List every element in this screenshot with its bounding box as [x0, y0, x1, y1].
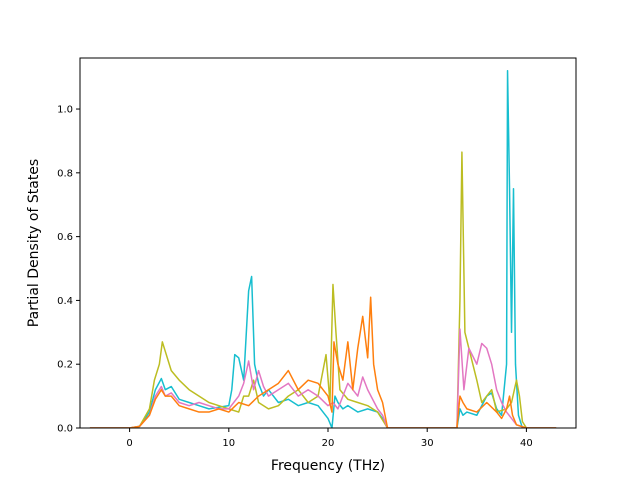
series-line-1 [89, 70, 557, 428]
y-axis: 0.0 0.2 0.4 0.6 0.8 1.0 [57, 105, 80, 435]
x-tick-label: 10 [222, 438, 235, 449]
x-axis: 0 10 20 30 40 [126, 428, 533, 449]
x-tick-label: 30 [421, 438, 434, 449]
y-tick-label: 1.0 [57, 105, 73, 116]
y-tick-label: 0.2 [57, 360, 73, 371]
x-tick-label: 0 [126, 438, 132, 449]
series-layer [89, 70, 557, 428]
x-tick-label: 40 [520, 438, 533, 449]
x-axis-label: Frequency (THz) [271, 458, 385, 474]
y-tick-label: 0.0 [57, 424, 73, 435]
y-tick-label: 0.4 [57, 296, 73, 307]
y-tick-label: 0.8 [57, 168, 73, 179]
series-line-4 [89, 296, 557, 428]
y-tick-label: 0.6 [57, 232, 73, 243]
x-tick-label: 20 [322, 438, 335, 449]
series-line-3 [89, 328, 557, 428]
y-axis-label: Partial Density of States [26, 159, 42, 327]
series-line-2 [89, 151, 557, 428]
